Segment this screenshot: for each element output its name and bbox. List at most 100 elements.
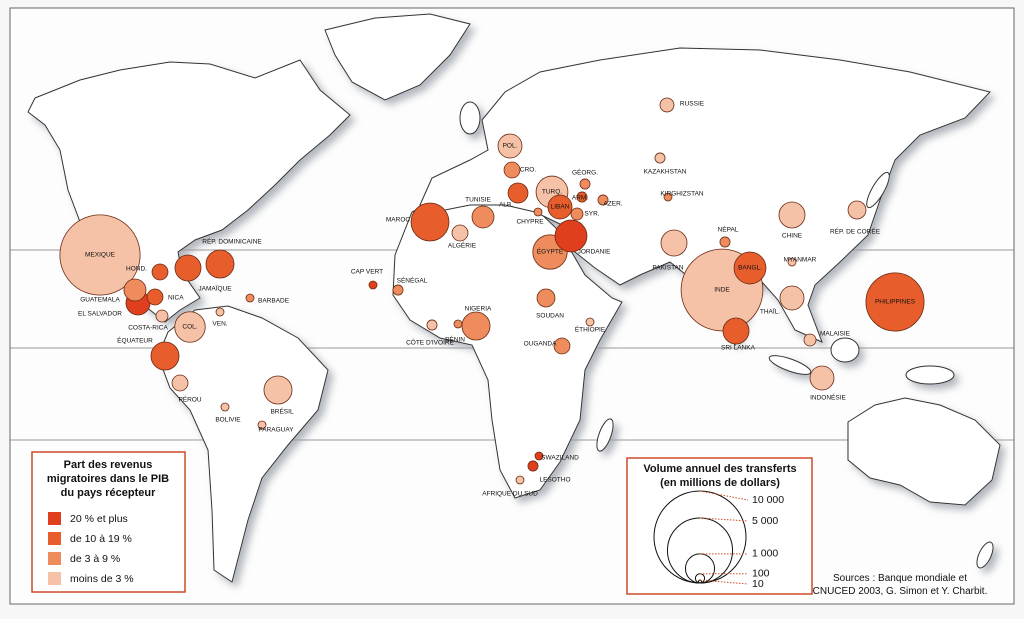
country-label: TUNISIE xyxy=(465,197,491,204)
australia xyxy=(847,397,1001,506)
legend-label: de 10 à 19 % xyxy=(70,533,132,545)
country-label: CRO. xyxy=(520,167,536,174)
country-bubble xyxy=(257,420,267,430)
country-label: POL. xyxy=(503,143,518,150)
legend-title: migratoires dans le PIB xyxy=(47,473,169,485)
country-label: AZER. xyxy=(603,201,622,208)
country-label: OUGANDA xyxy=(524,341,558,348)
country-bubble xyxy=(779,285,805,311)
country-label: LIBAN xyxy=(551,204,570,211)
legend-label: de 3 à 9 % xyxy=(70,553,120,565)
country-bubble xyxy=(576,191,588,203)
country-label: CHYPRE xyxy=(516,219,544,226)
country-label: BANGL. xyxy=(738,265,762,272)
country-label: PHILIPPINES xyxy=(875,299,916,306)
greenland xyxy=(324,13,471,101)
country-bubble xyxy=(554,219,588,253)
country-label: LESOTHO xyxy=(539,477,570,484)
country-label: SWAZILAND xyxy=(541,455,579,462)
legend-swatch xyxy=(48,512,61,525)
country-label: SYR. xyxy=(584,211,599,218)
borneo xyxy=(830,337,860,363)
legend-leader xyxy=(699,517,749,522)
legend-size-label: 100 xyxy=(752,568,770,580)
country-bubble xyxy=(451,224,469,242)
country-bubble xyxy=(410,202,450,242)
country-label: BÉNIN xyxy=(445,335,465,344)
south-america xyxy=(157,305,329,583)
country-bubble xyxy=(865,272,925,332)
country-bubble xyxy=(515,475,525,485)
country-bubble xyxy=(847,200,867,220)
country-bubble xyxy=(245,293,255,303)
legend-classes: 20 % et plus de 10 à 19 % de 3 à 9 % moins … xyxy=(48,512,134,585)
country-bubble xyxy=(597,194,609,206)
legend-swatch xyxy=(48,532,61,545)
country-label: TURQ. xyxy=(542,189,562,196)
country-bubble xyxy=(461,311,491,341)
country-label: PÉROU xyxy=(178,395,201,404)
country-bubble xyxy=(527,460,539,472)
country-label: KAZAKHSTAN xyxy=(644,169,687,176)
legend-swatch xyxy=(48,552,61,565)
country-bubble xyxy=(215,307,225,317)
legend-title: Volume annuel des transferts xyxy=(643,463,796,475)
legend-title: Part des revenus xyxy=(64,459,153,471)
country-bubble xyxy=(787,257,797,267)
country-label: CÔTE D'IVOIRE xyxy=(406,338,454,347)
country-label: MYANMAR xyxy=(784,257,817,264)
country-label: ÉQUATEUR xyxy=(117,336,153,345)
country-bubble xyxy=(663,192,673,202)
japan xyxy=(866,171,890,209)
country-label: ALGÉRIE xyxy=(448,241,477,250)
country-bubble xyxy=(585,317,595,327)
country-bubble xyxy=(174,254,202,282)
country-bubble xyxy=(220,402,230,412)
bubbles xyxy=(59,97,925,485)
country-label: MAROC xyxy=(386,217,411,224)
legend-label: moins de 3 % xyxy=(70,573,134,585)
country-label: INDONÉSIE xyxy=(810,393,846,402)
country-label: GUATEMALA xyxy=(80,297,120,304)
country-bubble xyxy=(503,161,521,179)
country-label: ÉTHIOPIE xyxy=(575,325,606,334)
country-label: MEXIQUE xyxy=(85,252,116,259)
legend-leader xyxy=(699,490,749,501)
country-bubble xyxy=(579,178,591,190)
country-label: RUSSIE xyxy=(680,101,705,108)
country-bubble xyxy=(722,317,750,345)
country-label: RÉP. DE CORÉE xyxy=(830,227,881,236)
sources: Sources : Banque mondiale et xyxy=(833,573,967,584)
country-bubble xyxy=(392,284,404,296)
madagascar xyxy=(596,418,614,452)
country-label: NICA xyxy=(168,295,184,302)
country-label: JAMAÏQUE xyxy=(198,285,232,293)
country-bubble xyxy=(654,152,666,164)
country-bubble xyxy=(733,251,767,285)
country-bubble xyxy=(263,375,293,405)
eurasia xyxy=(419,47,991,347)
legend-title: du pays récepteur xyxy=(61,487,156,499)
share-legend: Part des revenus migratoires dans le PIB… xyxy=(31,451,186,593)
country-bubble xyxy=(534,451,544,461)
country-label: KIRGHIZSTAN xyxy=(660,191,704,198)
country-bubble xyxy=(809,365,835,391)
country-label: HOND. xyxy=(126,266,147,273)
country-bubble xyxy=(533,207,543,217)
country-label: ALB. xyxy=(499,202,513,209)
britain xyxy=(459,101,481,135)
country-bubble xyxy=(660,229,688,257)
legend-label: 20 % et plus xyxy=(70,513,128,525)
country-label: SRI LANKA xyxy=(721,345,756,352)
country-label: JORDANIE xyxy=(578,249,612,256)
country-bubble xyxy=(426,319,438,331)
country-bubble xyxy=(507,182,529,204)
country-bubble xyxy=(151,263,169,281)
country-label: BOLIVIE xyxy=(215,417,241,424)
country-label: RÉP. DOMINICAINE xyxy=(202,237,262,246)
country-label: BARBADE xyxy=(258,298,290,305)
